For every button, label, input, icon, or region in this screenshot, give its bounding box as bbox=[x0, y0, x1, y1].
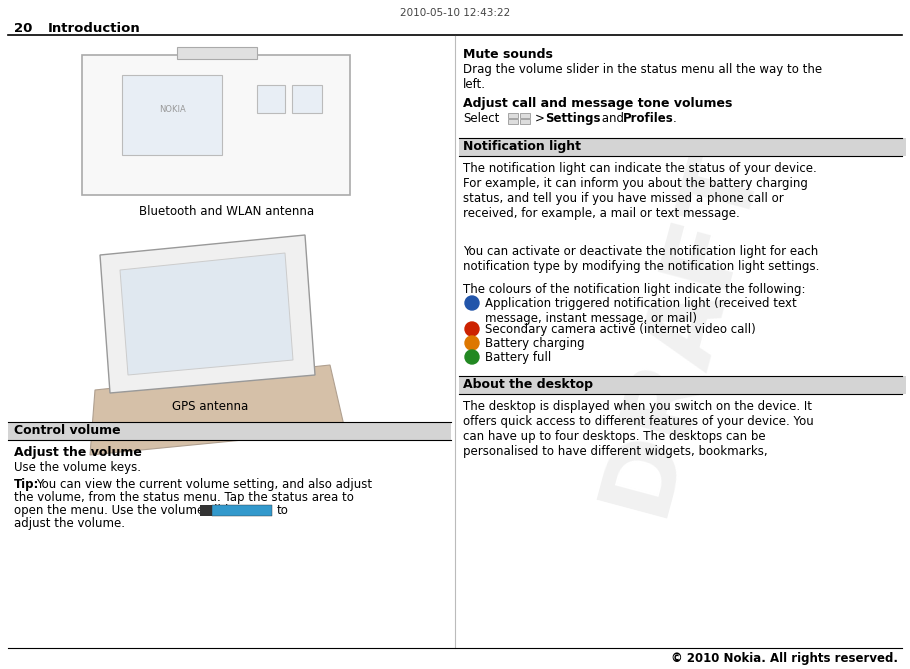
Text: Tip:: Tip: bbox=[14, 478, 39, 491]
Text: You can activate or deactivate the notification light for each
notification type: You can activate or deactivate the notif… bbox=[463, 245, 819, 273]
Text: Adjust call and message tone volumes: Adjust call and message tone volumes bbox=[463, 97, 733, 110]
Circle shape bbox=[465, 350, 479, 364]
Bar bbox=[122, 75, 222, 155]
Bar bbox=[520, 119, 530, 124]
Bar bbox=[292, 85, 322, 113]
Text: You can view the current volume setting, and also adjust: You can view the current volume setting,… bbox=[36, 478, 372, 491]
Text: DRAFT: DRAFT bbox=[585, 137, 775, 523]
Text: adjust the volume.: adjust the volume. bbox=[14, 517, 125, 530]
Bar bbox=[212, 505, 272, 516]
Polygon shape bbox=[90, 365, 345, 455]
Text: © 2010 Nokia. All rights reserved.: © 2010 Nokia. All rights reserved. bbox=[671, 652, 898, 665]
Bar bbox=[8, 422, 451, 440]
Polygon shape bbox=[120, 253, 293, 375]
Text: the volume, from the status menu. Tap the status area to: the volume, from the status menu. Tap th… bbox=[14, 491, 354, 504]
Text: and: and bbox=[598, 112, 628, 125]
Text: 20: 20 bbox=[14, 22, 33, 35]
Text: 2010-05-10 12:43:22: 2010-05-10 12:43:22 bbox=[399, 8, 511, 18]
Text: to: to bbox=[277, 504, 288, 517]
Text: .: . bbox=[673, 112, 677, 125]
Circle shape bbox=[465, 296, 479, 310]
Text: The notification light can indicate the status of your device.
For example, it c: The notification light can indicate the … bbox=[463, 162, 817, 220]
Bar bbox=[508, 119, 518, 124]
Text: >: > bbox=[535, 112, 549, 125]
Bar bbox=[257, 85, 285, 113]
Text: Use the volume keys.: Use the volume keys. bbox=[14, 461, 141, 474]
Text: The colours of the notification light indicate the following:: The colours of the notification light in… bbox=[463, 283, 805, 296]
Text: Bluetooth and WLAN antenna: Bluetooth and WLAN antenna bbox=[139, 205, 315, 218]
Text: Battery full: Battery full bbox=[485, 351, 551, 364]
Bar bbox=[177, 47, 257, 59]
Text: Battery charging: Battery charging bbox=[485, 337, 584, 350]
Text: Settings: Settings bbox=[545, 112, 601, 125]
Bar bbox=[459, 376, 906, 394]
Bar bbox=[82, 55, 350, 195]
Circle shape bbox=[465, 336, 479, 350]
Text: GPS antenna: GPS antenna bbox=[172, 400, 248, 413]
Text: Secondary camera active (internet video call): Secondary camera active (internet video … bbox=[485, 323, 755, 336]
Text: Drag the volume slider in the status menu all the way to the
left.: Drag the volume slider in the status men… bbox=[463, 63, 822, 91]
Text: Mute sounds: Mute sounds bbox=[463, 48, 553, 61]
Bar bbox=[520, 113, 530, 118]
Text: Introduction: Introduction bbox=[48, 22, 141, 35]
Text: Select: Select bbox=[463, 112, 500, 125]
Text: The desktop is displayed when you switch on the device. It
offers quick access t: The desktop is displayed when you switch… bbox=[463, 400, 814, 458]
Bar bbox=[200, 505, 212, 516]
Text: About the desktop: About the desktop bbox=[463, 378, 593, 391]
Polygon shape bbox=[100, 235, 315, 393]
Text: Control volume: Control volume bbox=[14, 424, 121, 437]
Text: Notification light: Notification light bbox=[463, 140, 581, 153]
Text: open the menu. Use the volume slider: open the menu. Use the volume slider bbox=[14, 504, 240, 517]
Text: NOKIA: NOKIA bbox=[158, 105, 186, 114]
Bar bbox=[459, 138, 906, 156]
Text: Profiles: Profiles bbox=[623, 112, 673, 125]
Bar bbox=[508, 113, 518, 118]
Text: Adjust the volume: Adjust the volume bbox=[14, 446, 142, 459]
Circle shape bbox=[465, 322, 479, 336]
Text: Application triggered notification light (received text
message, instant message: Application triggered notification light… bbox=[485, 297, 797, 325]
